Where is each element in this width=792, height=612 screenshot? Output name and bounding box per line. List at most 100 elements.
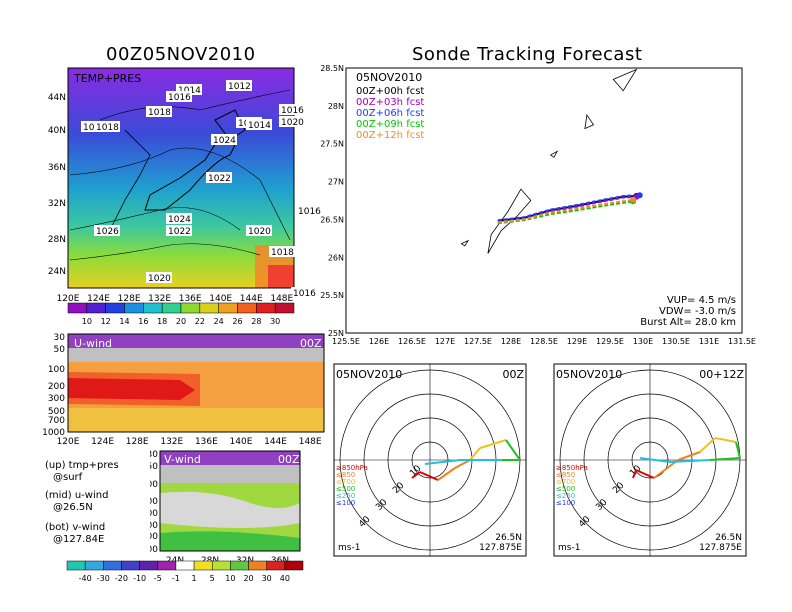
isobar-label: 1018 — [94, 121, 120, 133]
colorbar-label: 22 — [195, 317, 205, 326]
level-legend: ≤250 — [336, 492, 355, 500]
track-line — [497, 198, 634, 224]
pressure-tick-label: 300 — [150, 509, 158, 519]
svg-text:1024: 1024 — [168, 215, 191, 225]
map-label: TEMP+PRES — [73, 72, 141, 85]
pressure-tick-label: 100 — [48, 365, 65, 375]
colorbar-swatch — [199, 302, 219, 314]
colorbar-swatch — [180, 302, 201, 314]
y-tick-label: 26.5N — [320, 215, 344, 224]
track-title: 05NOV2010 — [356, 71, 422, 84]
lon-tick-label: 144E — [264, 437, 287, 447]
colorbar-swatch — [66, 560, 86, 571]
colorbar-label: 20 — [176, 317, 186, 326]
note-line: @127.84E — [53, 534, 105, 545]
hodo-title: 05NOV2010 — [556, 368, 622, 381]
note-line: (up) tmp+pres — [45, 460, 119, 471]
level-legend: ≤250 — [556, 492, 575, 500]
colorbar-swatch — [86, 302, 106, 314]
isobar-label: 1026 — [94, 225, 120, 237]
colorbar-swatch — [139, 560, 159, 571]
colorbar-swatch — [211, 560, 231, 571]
hodo-segment — [714, 437, 737, 443]
svg-text:1022: 1022 — [168, 227, 191, 237]
pressure-tick-label: 300 — [48, 394, 65, 404]
colorbar-label: 24 — [214, 317, 224, 326]
colorbar-swatch — [274, 302, 295, 314]
lat-tick-label: 28N — [48, 235, 66, 245]
legend-entry: 00Z+03h fcst — [356, 97, 424, 108]
svg-text:1024: 1024 — [213, 136, 236, 146]
isobar-label: 1016 — [166, 91, 192, 103]
isobar-label: 1016 — [279, 104, 305, 116]
y-tick-label: 28N — [328, 102, 344, 111]
colorbar-swatch — [218, 302, 238, 314]
colorbar-label: -5 — [154, 574, 162, 583]
colorbar-swatch — [256, 302, 276, 314]
colorbar-label: 12 — [101, 317, 111, 326]
colorbar-swatch — [143, 302, 163, 314]
lon-tick-label: 148E — [270, 294, 293, 304]
hodo-segment — [505, 439, 521, 461]
track-line — [497, 194, 640, 222]
x-tick-label: 131E — [699, 337, 719, 346]
level-legend: ≤850 — [336, 471, 355, 479]
colorbar-swatch — [248, 560, 267, 571]
pressure-tick-label: 200 — [150, 497, 158, 507]
colorbar-label: 40 — [280, 574, 290, 583]
pressure-tick-label: 200 — [48, 382, 65, 392]
svg-text:1018: 1018 — [148, 108, 171, 118]
colorbar-swatch — [230, 560, 249, 571]
colorbar-swatch — [121, 560, 140, 571]
hodo-title: 05NOV2010 — [336, 368, 402, 381]
lon-tick-label: 132E — [160, 437, 183, 447]
x-tick-label: 130.5E — [662, 337, 690, 346]
x-tick-label: 126.5E — [398, 337, 426, 346]
colorbar-label: 1 — [192, 574, 197, 583]
level-legend: ≤100 — [336, 499, 355, 507]
level-legend: ≤500 — [336, 485, 355, 493]
colorbar-label: -20 — [115, 574, 128, 583]
y-tick-label: 27N — [328, 178, 344, 187]
surface-map-panel: TEMP+PRES 101410161012101810201022101810… — [48, 67, 322, 326]
hodo-segment — [437, 467, 456, 481]
level-legend: ≤500 — [556, 485, 575, 493]
lon-tick-label: 140E — [209, 294, 232, 304]
colorbar-label: 30 — [262, 574, 272, 583]
lon-tick-label: 128E — [126, 437, 149, 447]
lon-tick-label: 148E — [299, 437, 322, 447]
svg-text:1018: 1018 — [96, 123, 119, 133]
svg-text:1016: 1016 — [298, 207, 321, 217]
svg-text:1012: 1012 — [228, 82, 251, 92]
stat-text: VDW= -3.0 m/s — [659, 306, 736, 317]
isobar-label: 1020 — [246, 225, 272, 237]
isobar-label: 1012 — [226, 80, 252, 92]
pressure-tick-label: 700 — [150, 532, 158, 542]
x-tick-label: 126E — [369, 337, 389, 346]
colorbar-swatch — [237, 302, 257, 314]
x-tick-label: 131.5E — [728, 337, 756, 346]
lon-tick-label: 136E — [195, 437, 218, 447]
right-title: Sonde Tracking Forecast — [412, 44, 643, 65]
coastline — [612, 68, 638, 92]
x-tick-label: 127E — [435, 337, 455, 346]
hodograph-00z: 05NOV2010 00Zms-126.5N127.875E10203040≥85… — [333, 363, 527, 557]
hodo-lat: 26.5N — [495, 533, 522, 543]
svg-text:1022: 1022 — [208, 174, 231, 184]
colorbar-swatch — [157, 560, 177, 571]
hodo-segment — [419, 471, 439, 481]
y-tick-label: 28.5N — [320, 64, 344, 73]
colorbar-label: -10 — [133, 574, 146, 583]
pressure-tick-label: 500 — [48, 407, 65, 417]
pressure-tick-label: 30 — [54, 333, 66, 343]
track-end-point — [630, 196, 637, 203]
level-legend: ≤850 — [556, 471, 575, 479]
isobar-label: 1018 — [269, 246, 295, 258]
pressure-tick-label: 700 — [48, 416, 65, 426]
hodo-segment — [653, 459, 679, 479]
isobar-label: 1020 — [279, 116, 305, 128]
lon-tick-label: 140E — [230, 437, 253, 447]
lat-tick-label: 44N — [48, 93, 66, 103]
